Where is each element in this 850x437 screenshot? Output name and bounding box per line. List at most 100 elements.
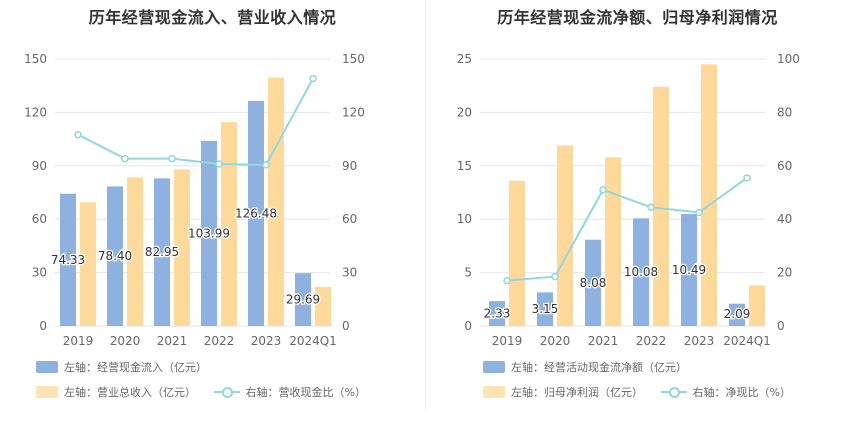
line-point xyxy=(215,160,223,168)
legend-item-cash-ratio[interactable]: 右轴：营收现金比（%） xyxy=(213,384,366,400)
data-label: 8.08 xyxy=(580,276,607,290)
bar-cash-inflow xyxy=(201,140,217,326)
x-tick-label: 2024Q1 xyxy=(289,334,337,348)
bar-revenue xyxy=(315,286,331,326)
y-left-tick-label: 15 xyxy=(457,159,472,173)
bar-cash-inflow xyxy=(60,193,76,326)
legend-label: 右轴：营收现金比（%） xyxy=(245,386,366,399)
data-label: 82.95 xyxy=(145,245,179,259)
y-left-tick-label: 0 xyxy=(39,319,47,333)
bar-net-profit xyxy=(605,157,621,326)
line-point xyxy=(695,208,703,217)
bar-net-cashflow xyxy=(537,292,553,326)
bar-cash-inflow xyxy=(295,273,311,326)
legend-item-cash-inflow[interactable]: 左轴：经营现金流入（亿元） xyxy=(36,359,207,375)
legend-item-revenue[interactable]: 左轴：营业总收入（亿元） xyxy=(36,384,196,400)
y-left-tick-label: 60 xyxy=(32,212,47,226)
bar-cash-inflow xyxy=(154,178,170,326)
y-right-tick-label: 80 xyxy=(777,105,792,119)
x-tick-label: 2020 xyxy=(110,334,141,348)
chart-title: 历年经营现金流净额、归母净利润情况 xyxy=(497,8,778,27)
bar-cash-inflow xyxy=(248,100,264,326)
chart-title: 历年经营现金流入、营业收入情况 xyxy=(88,8,337,27)
data-label: 29.69 xyxy=(286,293,320,307)
data-label: 2.09 xyxy=(724,307,751,321)
y-right-tick-label: 60 xyxy=(342,212,357,226)
legend-line-marker-icon xyxy=(213,386,240,398)
y-right-tick-label: 0 xyxy=(777,319,785,333)
y-left-tick-label: 30 xyxy=(32,266,47,280)
line-point xyxy=(168,154,176,163)
y-left-tick-label: 120 xyxy=(24,105,47,119)
legend-row-1: 左轴：经营现金流入（亿元） xyxy=(36,359,221,376)
bar-revenue xyxy=(221,122,237,326)
bar-net-profit xyxy=(509,180,525,326)
line-point xyxy=(121,154,129,163)
bar-revenue xyxy=(80,202,96,326)
y-left-tick-label: 20 xyxy=(457,105,472,119)
bar-net-cashflow xyxy=(681,213,697,326)
legend-label: 左轴：经营现金流入（亿元） xyxy=(64,361,207,374)
line-point xyxy=(503,276,511,285)
data-label: 126.48 xyxy=(235,206,277,220)
series-line-ratio xyxy=(77,78,314,166)
legend-item-net-cashflow[interactable]: 左轴：经营活动现金流净额（亿元） xyxy=(483,359,687,375)
panel-divider xyxy=(425,0,426,410)
data-label: 74.33 xyxy=(51,253,85,267)
y-right-tick-label: 40 xyxy=(777,212,792,226)
line-point xyxy=(647,203,655,211)
bar-cash-inflow xyxy=(107,186,123,326)
bar-net-cashflow xyxy=(489,301,505,326)
legend-label: 右轴：净现比（%） xyxy=(692,386,791,399)
legend-label: 左轴：营业总收入（亿元） xyxy=(64,386,196,399)
line-point xyxy=(551,272,559,281)
bar-net-cashflow xyxy=(633,218,649,326)
chart-panel-cash-inflow-revenue: 历年经营现金流入、营业收入情况 0 30 60 90 120 150 0 30 60 90 120 1… xyxy=(24,8,380,401)
bar-net-profit xyxy=(749,285,765,326)
x-tick-label: 2022 xyxy=(636,334,667,348)
bar-net-profit xyxy=(557,145,573,326)
legend-item-net-cash-ratio[interactable]: 右轴：净现比（%） xyxy=(660,384,791,400)
chart-plot: 0 30 60 90 120 150 0 30 60 90 120 150 2019 2020 2021 20… xyxy=(24,52,365,348)
y-right-tick-label: 150 xyxy=(342,52,365,66)
line-point xyxy=(309,74,317,83)
bar-revenue xyxy=(174,169,190,326)
legend-row-2: 左轴：营业总收入（亿元） 右轴：营收现金比（%） xyxy=(36,384,380,401)
y-left-tick-label: 90 xyxy=(32,159,47,173)
data-label: 103.99 xyxy=(188,226,230,240)
y-right-tick-label: 60 xyxy=(777,159,792,173)
x-tick-label: 2023 xyxy=(684,334,715,348)
y-right-tick-label: 120 xyxy=(342,105,365,119)
y-left-tick-label: 5 xyxy=(464,266,472,280)
legend-swatch-blue xyxy=(483,361,505,373)
y-right-tick-label: 30 xyxy=(342,266,357,280)
legend-label: 左轴：经营活动现金流净额（亿元） xyxy=(511,361,687,374)
x-tick-label: 2023 xyxy=(251,334,282,348)
series-line-ratio xyxy=(506,177,748,282)
y-left-tick-label: 0 xyxy=(464,319,472,333)
bar-net-cashflow xyxy=(585,239,601,326)
legend-item-net-profit[interactable]: 左轴：归母净利润（亿元） xyxy=(483,384,643,400)
x-tick-label: 2022 xyxy=(204,334,235,348)
x-tick-label: 2019 xyxy=(63,334,94,348)
y-left-tick-label: 25 xyxy=(457,52,472,66)
legend-swatch-blue xyxy=(36,361,58,373)
legend-label: 左轴：归母净利润（亿元） xyxy=(511,386,643,399)
x-tick-label: 2021 xyxy=(588,334,619,348)
bar-revenue xyxy=(127,177,143,326)
data-label: 10.49 xyxy=(672,263,706,277)
line-point xyxy=(599,186,607,194)
bar-net-profit xyxy=(653,86,669,326)
x-tick-label: 2021 xyxy=(157,334,188,348)
data-label: 78.40 xyxy=(98,249,132,263)
legend-swatch-orange xyxy=(36,386,58,398)
legend-line-marker-icon xyxy=(660,386,687,398)
line-point xyxy=(743,174,751,182)
legend-row-2: 左轴：归母净利润（亿元） 右轴：净现比（%） xyxy=(483,384,805,401)
line-point xyxy=(74,130,82,139)
line-point xyxy=(262,161,270,169)
chart-panel-net-cashflow-profit: 历年经营现金流净额、归母净利润情况 0 5 10 15 20 25 0 20 40 60 80 100… xyxy=(425,0,850,437)
x-tick-label: 2024Q1 xyxy=(723,334,771,348)
y-right-tick-label: 20 xyxy=(777,266,792,280)
